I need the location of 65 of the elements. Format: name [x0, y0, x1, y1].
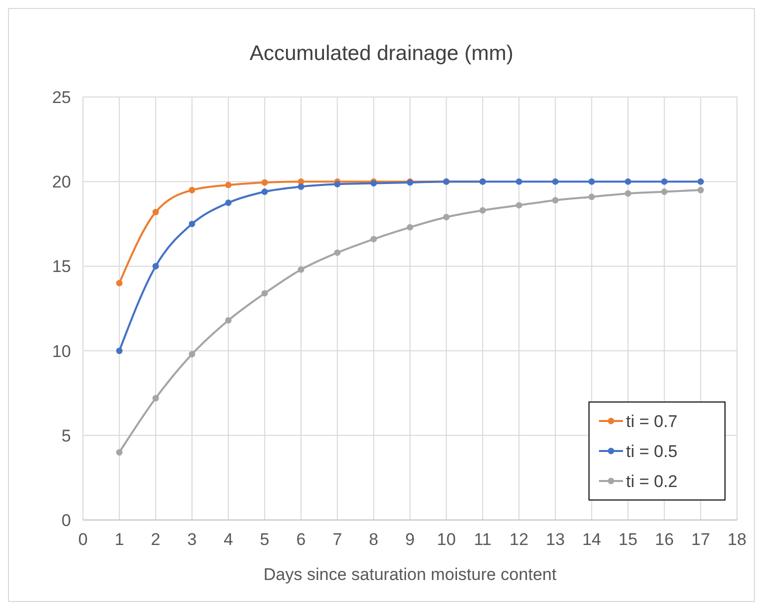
point	[516, 178, 522, 185]
y-tick-label: 0	[62, 511, 71, 530]
legend-label: ti = 0.2	[626, 472, 678, 491]
point	[624, 190, 632, 197]
y-tick-label: 10	[52, 342, 71, 361]
point	[697, 178, 704, 185]
point	[298, 183, 304, 190]
point	[225, 200, 232, 206]
x-axis-title: Days since saturation moisture content	[264, 565, 557, 584]
point	[152, 208, 159, 216]
point	[152, 394, 159, 402]
point	[516, 202, 522, 208]
point	[443, 214, 450, 220]
y-tick-label: 25	[52, 88, 71, 107]
x-tick-label: 15	[618, 530, 638, 549]
x-tick-label: 2	[150, 530, 160, 549]
x-tick-label: 10	[436, 530, 456, 549]
point	[152, 263, 159, 270]
x-tick-label: 13	[546, 530, 565, 549]
point	[334, 180, 341, 188]
x-tick-label: 3	[187, 530, 197, 549]
point	[261, 290, 268, 296]
point	[552, 197, 559, 204]
point	[298, 266, 304, 273]
x-tick-label: 12	[510, 530, 528, 549]
x-tick-label: 6	[296, 530, 306, 549]
x-tick-label: 14	[582, 530, 602, 549]
point	[661, 188, 668, 195]
x-tick-label: 1	[114, 530, 124, 549]
x-tick-label: 9	[405, 530, 415, 549]
point	[225, 317, 232, 324]
point	[697, 186, 704, 194]
point	[116, 449, 123, 456]
point	[588, 178, 595, 185]
point	[188, 350, 196, 358]
y-tick-label: 15	[52, 257, 71, 276]
point	[334, 249, 341, 256]
point	[370, 236, 377, 242]
point	[406, 224, 414, 230]
chart-title: Accumulated drainage (mm)	[250, 42, 514, 65]
point	[624, 178, 632, 185]
x-tick-label: 11	[474, 530, 492, 549]
x-tick-label: 18	[728, 530, 746, 549]
y-tick-label: 5	[62, 426, 71, 446]
point	[261, 188, 268, 195]
point	[225, 182, 232, 188]
x-tick-label: 4	[224, 530, 234, 549]
x-tick-label: 0	[78, 530, 88, 549]
y-tick-label: 20	[52, 172, 71, 192]
point	[588, 194, 595, 200]
x-tick-label: 8	[368, 530, 378, 549]
point	[116, 348, 123, 354]
point	[261, 179, 268, 186]
point	[552, 178, 559, 185]
point	[116, 280, 123, 286]
point	[479, 207, 486, 214]
x-tick-label: 17	[691, 530, 710, 549]
point	[188, 220, 196, 228]
legend-label: ti = 0.7	[626, 412, 678, 431]
x-tick-label: 16	[654, 530, 674, 549]
point	[188, 186, 196, 194]
x-tick-label: 7	[332, 530, 342, 549]
legend-label: ti = 0.5	[626, 442, 678, 461]
x-tick-label: 5	[260, 530, 270, 549]
point	[661, 178, 668, 185]
